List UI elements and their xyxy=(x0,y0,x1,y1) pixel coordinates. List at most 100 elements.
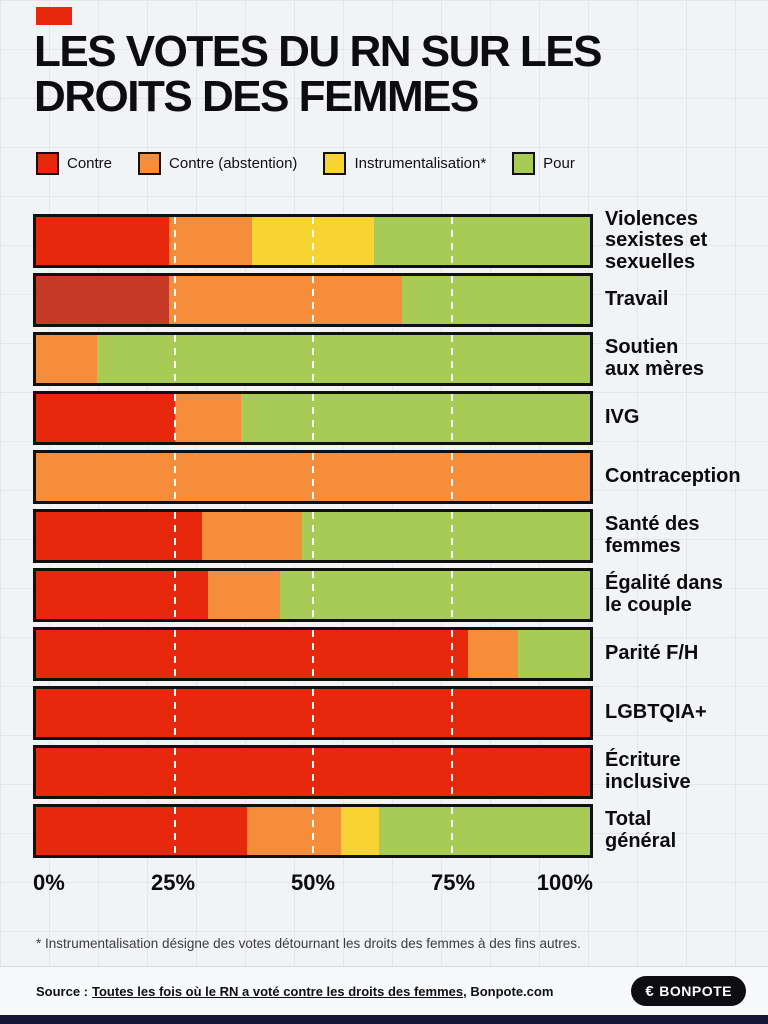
bar-gridline xyxy=(312,276,314,324)
bar-gridline xyxy=(450,217,453,265)
source-link[interactable]: Toutes les fois où le RN a voté contre l… xyxy=(92,983,464,999)
bar-gridline xyxy=(312,748,314,796)
legend-label-contre-abstention: Contre (abstention) xyxy=(169,155,298,172)
x-axis: 0% 25% 50% 75% 100% xyxy=(33,870,593,898)
bottom-accent-strip xyxy=(0,1015,768,1024)
category-label: Soutien aux mères xyxy=(605,336,704,380)
bar-segment-contre xyxy=(36,807,247,855)
legend-item-instrumentalisation: Instrumentalisation* xyxy=(323,152,486,175)
bar-segment-contre-abstention xyxy=(207,571,280,619)
stacked-bar xyxy=(33,568,593,622)
bar-gridline xyxy=(173,512,176,560)
legend-item-pour: Pour xyxy=(512,152,575,175)
category-label: Écriture inclusive xyxy=(605,749,691,793)
footnote: * Instrumentalisation désigne des votes … xyxy=(36,936,581,951)
category-label: Total général xyxy=(605,808,677,852)
x-tick: 25% xyxy=(150,870,196,895)
bar-gridline xyxy=(173,217,176,265)
bar-segment-contre-abstention xyxy=(36,335,97,383)
stacked-bar xyxy=(33,686,593,740)
bar-gridline xyxy=(173,394,176,442)
bar-gridline xyxy=(450,335,453,383)
bar-segment-pour xyxy=(96,335,590,383)
bar-segment-pour xyxy=(517,630,590,678)
bar-gridline xyxy=(450,571,453,619)
bar-gridline xyxy=(450,807,453,855)
legend-swatch-contre-abstention xyxy=(138,152,162,175)
bar-segment-contre xyxy=(36,571,208,619)
stacked-bar xyxy=(33,391,593,445)
source-line: Source : Toutes les fois où le RN a voté … xyxy=(36,984,553,999)
top-red-mark xyxy=(36,7,72,25)
stacked-bar xyxy=(33,273,593,327)
x-tick: 50% xyxy=(290,870,336,895)
bar-segment-contre-abstention xyxy=(168,217,253,265)
chart-row: Travail xyxy=(33,273,753,327)
category-label: Parité F/H xyxy=(605,642,699,665)
chart-rows: Violences sexistes et sexuelles Travail So… xyxy=(33,208,753,858)
bar-segment-contre xyxy=(36,217,169,265)
x-tick: 0% xyxy=(33,870,65,895)
chart-row: Violences sexistes et sexuelles xyxy=(33,208,753,273)
source-suffix: , Bonpote.com xyxy=(463,983,554,999)
bar-gridline xyxy=(312,335,314,383)
chart-row: Égalité dans le couple xyxy=(33,568,753,622)
category-label: LGBTQIA+ xyxy=(605,701,707,724)
stacked-bar xyxy=(33,332,593,386)
bar-segment-contre-abstention xyxy=(168,276,402,324)
bar-gridline xyxy=(173,571,176,619)
bar-segment-contre xyxy=(36,630,469,678)
bar-gridline xyxy=(173,630,176,678)
title-line-2: DROITS DES FEMMES xyxy=(34,71,479,121)
stacked-bar xyxy=(33,745,593,799)
x-tick: 100% xyxy=(536,870,593,895)
category-label: Santé des femmes xyxy=(605,513,700,557)
bar-gridline xyxy=(173,335,176,383)
chart-row: Total général xyxy=(33,804,753,858)
chart: Violences sexistes et sexuelles Travail So… xyxy=(33,208,753,898)
bar-gridline xyxy=(312,453,314,501)
bar-gridline xyxy=(450,394,453,442)
source-label: Source : xyxy=(36,983,89,999)
bar-gridline xyxy=(450,630,453,678)
category-label: IVG xyxy=(605,406,640,429)
bonpote-logo: € BONPOTE xyxy=(631,976,746,1006)
legend-label-contre: Contre xyxy=(67,155,113,172)
bar-gridline xyxy=(173,807,176,855)
bar-gridline xyxy=(312,630,314,678)
bar-segment-pour xyxy=(373,217,590,265)
bar-gridline xyxy=(450,512,453,560)
stacked-bar xyxy=(33,804,593,858)
chart-row: Contraception xyxy=(33,450,753,504)
euro-icon: € xyxy=(645,982,655,1000)
bar-segment-pour xyxy=(279,571,590,619)
footer-bar: Source : Toutes les fois où le RN a voté … xyxy=(0,966,768,1015)
bar-gridline xyxy=(173,453,176,501)
bar-segment-contre-abstention xyxy=(174,394,241,442)
bar-segment-contre-abstention xyxy=(468,630,518,678)
bar-gridline xyxy=(173,689,176,737)
bar-segment-pour xyxy=(240,394,590,442)
page-title: LES VOTES DU RN SUR LES DROITS DES FEMME… xyxy=(34,29,602,121)
bar-gridline xyxy=(450,276,453,324)
x-tick: 75% xyxy=(430,870,476,895)
legend-item-contre: Contre xyxy=(36,152,112,175)
bar-gridline xyxy=(312,217,314,265)
legend-item-contre-abstention: Contre (abstention) xyxy=(138,152,297,175)
chart-row: Santé des femmes xyxy=(33,509,753,563)
bar-gridline xyxy=(312,689,314,737)
category-label: Travail xyxy=(605,288,669,311)
chart-row: LGBTQIA+ xyxy=(33,686,753,740)
bar-segment-pour xyxy=(401,276,590,324)
bar-gridline xyxy=(173,748,176,796)
chart-row: IVG xyxy=(33,391,753,445)
logo-text: BONPOTE xyxy=(659,983,732,999)
bar-gridline xyxy=(173,276,176,324)
legend-swatch-contre xyxy=(36,152,59,175)
legend-label-instrumentalisation: Instrumentalisation* xyxy=(354,155,487,172)
bar-gridline xyxy=(312,807,314,855)
bar-gridline xyxy=(450,748,453,796)
legend-label-pour: Pour xyxy=(543,155,575,172)
bar-gridline xyxy=(312,571,314,619)
